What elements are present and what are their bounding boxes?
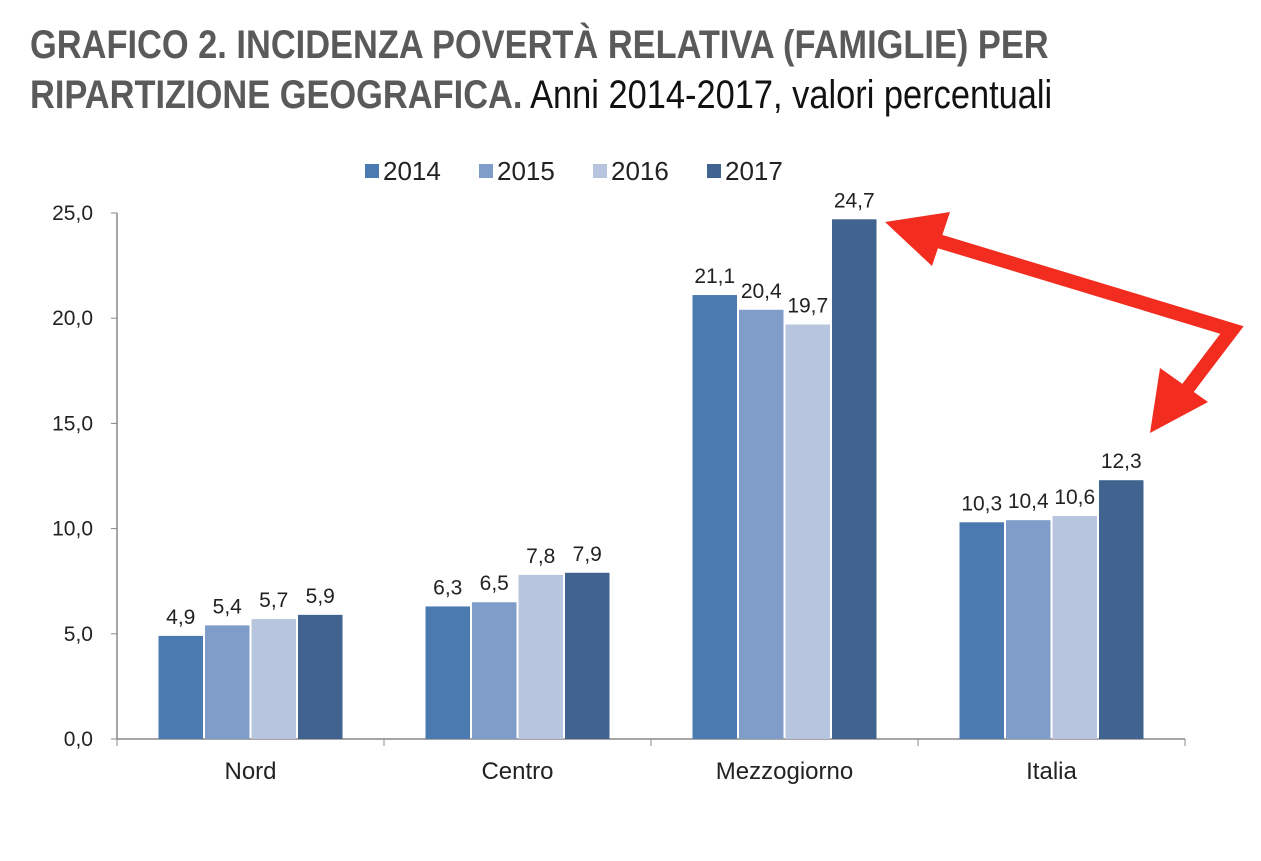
bar-2017-italia bbox=[1099, 480, 1144, 739]
data-label: 19,7 bbox=[787, 295, 828, 318]
legend-label-2015: 2015 bbox=[497, 156, 555, 186]
data-label: 10,6 bbox=[1054, 486, 1095, 509]
x-category-label: Italia bbox=[1026, 758, 1077, 785]
bar-2014-nord bbox=[158, 635, 203, 739]
bar-2016-mezzogiorno bbox=[785, 324, 830, 739]
bar-2015-mezzogiorno bbox=[739, 309, 784, 739]
legend-label-2017: 2017 bbox=[725, 156, 783, 186]
bar-2014-italia bbox=[959, 522, 1004, 739]
bar-2015-centro bbox=[472, 602, 517, 739]
legend-swatch-2014 bbox=[365, 164, 379, 178]
bar-2016-centro bbox=[518, 574, 563, 739]
bar-2017-mezzogiorno bbox=[832, 219, 877, 739]
y-tick-label: 25,0 bbox=[52, 202, 93, 225]
data-label: 20,4 bbox=[741, 280, 782, 303]
x-category-label: Mezzogiorno bbox=[716, 758, 853, 785]
data-label: 5,9 bbox=[306, 585, 335, 608]
data-label: 5,4 bbox=[213, 595, 243, 618]
data-label: 6,3 bbox=[433, 576, 462, 599]
y-tick-label: 5,0 bbox=[64, 623, 93, 646]
title-subtitle: Anni 2014-2017, valori percentuali bbox=[530, 73, 1053, 117]
bar-2014-mezzogiorno bbox=[692, 295, 737, 739]
bar-2016-italia bbox=[1052, 515, 1097, 739]
legend-label-2014: 2014 bbox=[383, 156, 441, 186]
data-label: 12,3 bbox=[1101, 450, 1142, 473]
x-category-label: Centro bbox=[481, 758, 553, 785]
arrow-line bbox=[922, 230, 1244, 410]
data-label: 21,1 bbox=[694, 265, 735, 288]
data-label: 7,8 bbox=[526, 545, 555, 568]
arrow-head-mezzogiorno bbox=[885, 212, 950, 266]
y-tick-label: 0,0 bbox=[64, 728, 93, 751]
title-line1: GRAFICO 2. INCIDENZA POVERTÀ RELATIVA (F… bbox=[30, 23, 1049, 67]
legend-label-2016: 2016 bbox=[611, 156, 669, 186]
arrow-head-italia bbox=[1150, 368, 1208, 433]
bar-2015-italia bbox=[1006, 520, 1051, 739]
data-label: 10,3 bbox=[961, 492, 1002, 515]
chart-title: GRAFICO 2. INCIDENZA POVERTÀ RELATIVA (F… bbox=[30, 20, 1079, 120]
legend-swatch-2016 bbox=[593, 164, 607, 178]
data-label: 4,9 bbox=[166, 606, 195, 629]
legend-swatch-2017 bbox=[707, 164, 721, 178]
data-label: 24,7 bbox=[834, 189, 875, 212]
bar-2017-centro bbox=[565, 572, 610, 739]
bar-2014-centro bbox=[425, 606, 470, 739]
y-tick-label: 10,0 bbox=[52, 518, 93, 541]
x-category-label: Nord bbox=[224, 758, 276, 785]
legend-swatch-2015 bbox=[479, 164, 493, 178]
bar-2015-nord bbox=[205, 625, 250, 739]
y-tick-label: 15,0 bbox=[52, 412, 93, 435]
data-label: 6,5 bbox=[480, 572, 509, 595]
bar-2016-nord bbox=[251, 619, 296, 739]
data-label: 7,9 bbox=[573, 543, 602, 566]
data-label: 10,4 bbox=[1008, 490, 1049, 513]
bar-2017-nord bbox=[298, 614, 343, 739]
data-label: 5,7 bbox=[259, 589, 288, 612]
title-line2-bold: RIPARTIZIONE GEOGRAFICA. bbox=[30, 73, 523, 117]
y-tick-label: 20,0 bbox=[52, 307, 93, 330]
